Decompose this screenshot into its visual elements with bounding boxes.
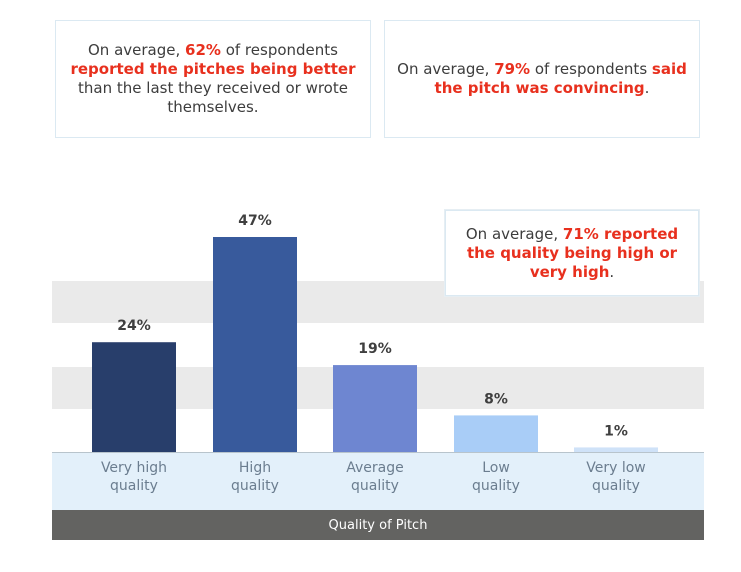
callout-text: On average, 79% of respondents said the … <box>397 60 687 98</box>
bar-1 <box>213 237 297 452</box>
tick-label-0: Very high quality <box>74 459 194 495</box>
data-label-3: 8% <box>484 391 508 407</box>
tick-label-line: quality <box>110 478 158 494</box>
callout-segment: of respondents <box>530 60 652 78</box>
bar-3 <box>454 415 538 452</box>
bar-0 <box>92 342 176 452</box>
category-axis: Very high quality High quality Average qualit… <box>52 453 704 510</box>
tick-label-2: Average quality <box>315 459 435 495</box>
tick-label-line: quality <box>592 478 640 494</box>
callout-highlight: reported the pitches being better <box>70 60 356 78</box>
callout-segment: On average, <box>88 41 186 59</box>
callout-highlight: said the pitch was convincing <box>434 60 687 97</box>
tick-label-4: Very low quality <box>556 459 676 495</box>
tick-label-line: Very low <box>586 460 646 476</box>
bar-4 <box>574 447 658 452</box>
tick-label-line: Average <box>346 460 404 476</box>
tick-label-line: quality <box>472 478 520 494</box>
callout-highlight: 79% <box>494 60 531 78</box>
callout-segment: On average, <box>397 60 495 78</box>
callout-segment: than the last they received or wrote the… <box>78 79 348 116</box>
x-axis-title: Quality of Pitch <box>52 510 704 540</box>
callout-highlight: 71% reported the quality being high or v… <box>466 224 679 281</box>
callout-text: On average, 62% of respondents reported … <box>68 41 358 117</box>
callout-highlight: 62% <box>185 41 221 59</box>
data-label-1: 47% <box>238 213 272 229</box>
callout-better-pitches: On average, 62% of respondents reported … <box>55 20 371 138</box>
bar-2 <box>333 365 417 452</box>
tick-label-line: Very high <box>100 460 168 476</box>
callout-segment: . <box>644 79 650 97</box>
data-label-4: 1% <box>604 423 628 439</box>
data-label-0: 24% <box>117 318 151 334</box>
callout-segment: of respondents <box>220 41 338 59</box>
callout-convincing: On average, 79% of respondents said the … <box>384 20 700 138</box>
tick-label-line: quality <box>351 478 399 494</box>
callout-segment: On average, <box>465 224 563 243</box>
tick-label-3: Low quality <box>436 459 556 495</box>
tick-label-line: quality <box>231 478 279 494</box>
tick-label-line: High <box>238 460 272 476</box>
callout-text: On average, 71% reported the quality bei… <box>460 225 684 282</box>
tick-label-line: Low <box>482 460 510 476</box>
callout-quality-high: On average, 71% reported the quality bei… <box>445 210 699 296</box>
x-axis-title-text: Quality of Pitch <box>328 517 428 533</box>
tick-label-1: High quality <box>195 459 315 495</box>
callout-segment: . <box>609 262 615 281</box>
data-label-2: 19% <box>358 341 392 357</box>
